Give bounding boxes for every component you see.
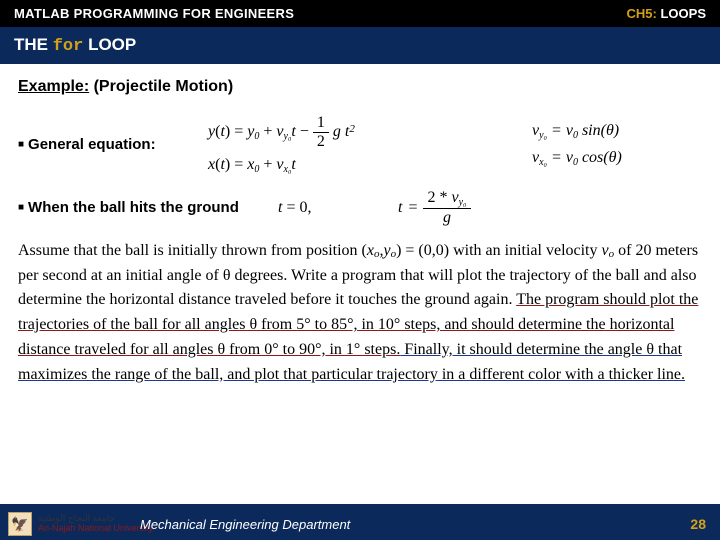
eq-t-flight: t = 2 * vy₀g <box>398 189 471 227</box>
chapter-prefix: CH5: <box>627 6 657 21</box>
example-topic: (Projectile Motion) <box>94 78 234 95</box>
title-suffix: LOOP <box>83 35 136 54</box>
footer: 🦅 جامعة النجاح الوطنية An-Najah National… <box>0 496 720 540</box>
eq-vx: vx₀ = v0 cos(θ) <box>532 149 702 168</box>
problem-statement: Assume that the ball is initially thrown… <box>18 237 702 388</box>
eq-y: y(t) = y0 + vy₀t − 12 g t2 <box>208 114 532 150</box>
velocity-components: vy₀ = v0 sin(θ) vx₀ = v0 cos(θ) <box>532 122 702 168</box>
logo-icon: 🦅 <box>8 512 32 536</box>
general-equation-label: ■General equation: <box>18 136 208 153</box>
logo-text: جامعة النجاح الوطنية An-Najah National U… <box>38 514 153 534</box>
page-number: 28 <box>690 516 706 532</box>
department-name: Mechanical Engineering Department <box>140 517 350 532</box>
ground-hit-label: ■When the ball hits the ground <box>18 199 278 216</box>
uni-name-en: An-Najah National University <box>38 524 153 534</box>
example-heading: Example: (Projectile Motion) <box>18 78 702 96</box>
eq-t-zero: t = 0, <box>278 199 398 217</box>
eq-x: x(t) = x0 + vx₀t <box>208 156 532 175</box>
header-chapter: CH5: LOOPS <box>627 6 706 21</box>
content-area: Example: (Projectile Motion) ■General eq… <box>0 64 720 388</box>
ground-hit-row: ■When the ball hits the ground t = 0, t … <box>18 189 702 227</box>
university-logo: 🦅 جامعة النجاح الوطنية An-Najah National… <box>8 512 153 536</box>
header-course-title: MATLAB PROGRAMMING FOR ENGINEERS <box>14 6 294 21</box>
title-keyword: for <box>53 37 84 56</box>
eq-vy: vy₀ = v0 sin(θ) <box>532 122 702 141</box>
body-p1b: ) = (0,0) with an initial velocity <box>396 242 601 259</box>
general-equation-row: ■General equation: y(t) = y0 + vy₀t − 12… <box>18 114 702 175</box>
slide-title: THE for LOOP <box>0 27 720 64</box>
example-label: Example: <box>18 78 89 95</box>
header-bar: MATLAB PROGRAMMING FOR ENGINEERS CH5: LO… <box>0 0 720 27</box>
title-prefix: THE <box>14 35 53 54</box>
kinematic-equations: y(t) = y0 + vy₀t − 12 g t2 x(t) = x0 + v… <box>208 114 532 175</box>
chapter-title: LOOPS <box>660 6 706 21</box>
body-p1a: Assume that the ball is initially thrown… <box>18 242 367 259</box>
